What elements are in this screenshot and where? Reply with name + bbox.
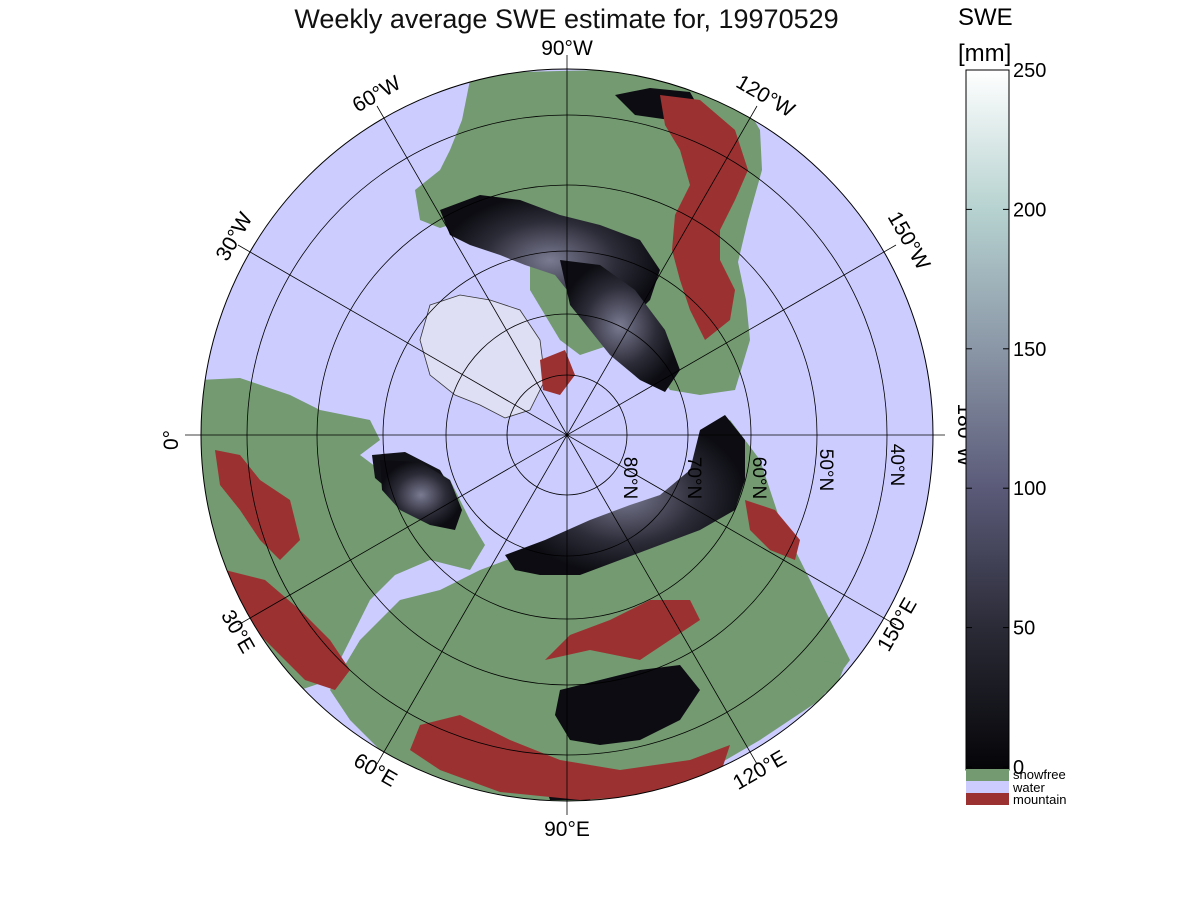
colorbar-tick-label-100: 100 <box>1013 478 1046 500</box>
lon-label-90w: 90°W <box>541 37 593 60</box>
colorbar-tick-label-150: 150 <box>1013 339 1046 361</box>
snow-central-asia <box>555 665 700 745</box>
lon-label-0: 0° <box>160 430 183 450</box>
colorbar-label-unit: [mm] <box>958 40 1012 67</box>
lon-label-90e: 90°E <box>544 818 590 841</box>
legend-label-snowfree: snowfree <box>1013 767 1066 782</box>
mountain-alps <box>215 450 300 560</box>
far-east <box>740 560 845 700</box>
lat-label-70n: 70°N <box>683 457 704 499</box>
colorbar-label-swe: SWE <box>958 4 1013 31</box>
mountain-europe-south <box>225 570 350 690</box>
page-title: Weekly average SWE estimate for, 1997052… <box>294 4 839 34</box>
colorbar-gradient <box>965 69 1010 771</box>
scandinavia-snow <box>380 460 462 530</box>
mountain-greenland-east <box>540 350 575 395</box>
greenland <box>419 294 546 419</box>
colorbar-tick-label-200: 200 <box>1013 199 1046 221</box>
colorbar-tick-label-250: 250 <box>1013 60 1046 82</box>
meridian-150w-30e <box>237 244 897 626</box>
legend-label-mountain: mountain <box>1013 792 1066 807</box>
colorbar-tick-label-50: 50 <box>1013 618 1035 640</box>
snow-siberia <box>505 415 745 575</box>
legend-swatch-mountain <box>966 793 1009 805</box>
lat-label-40n: 40°N <box>886 444 907 486</box>
colorbar: 0 50 100 150 200 250 snowfree water mountain <box>965 60 1066 807</box>
latitude-labels: 80°N 70°N 60°N 50°N 40°N <box>619 444 907 499</box>
mountain-far-east <box>745 500 800 560</box>
mountain-asia-south <box>410 715 730 800</box>
graticule <box>185 55 945 815</box>
colorbar-ticks: 0 50 100 150 200 250 <box>966 60 1046 779</box>
colorbar-tick-label-0: 0 <box>1013 757 1024 779</box>
lat-label-60n: 60°N <box>748 457 769 499</box>
legend-swatch-snowfree <box>966 769 1009 781</box>
landmasses <box>201 70 850 801</box>
mountain-rockies <box>660 95 748 340</box>
lat-label-50n: 50°N <box>815 449 836 491</box>
lat-label-80n: 80°N <box>619 457 640 499</box>
legend-swatch-water <box>966 781 1009 793</box>
mountain-asia-central <box>545 600 700 660</box>
lon-label-60w: 60°W <box>349 71 405 117</box>
legend-label-water: water <box>1012 780 1045 795</box>
